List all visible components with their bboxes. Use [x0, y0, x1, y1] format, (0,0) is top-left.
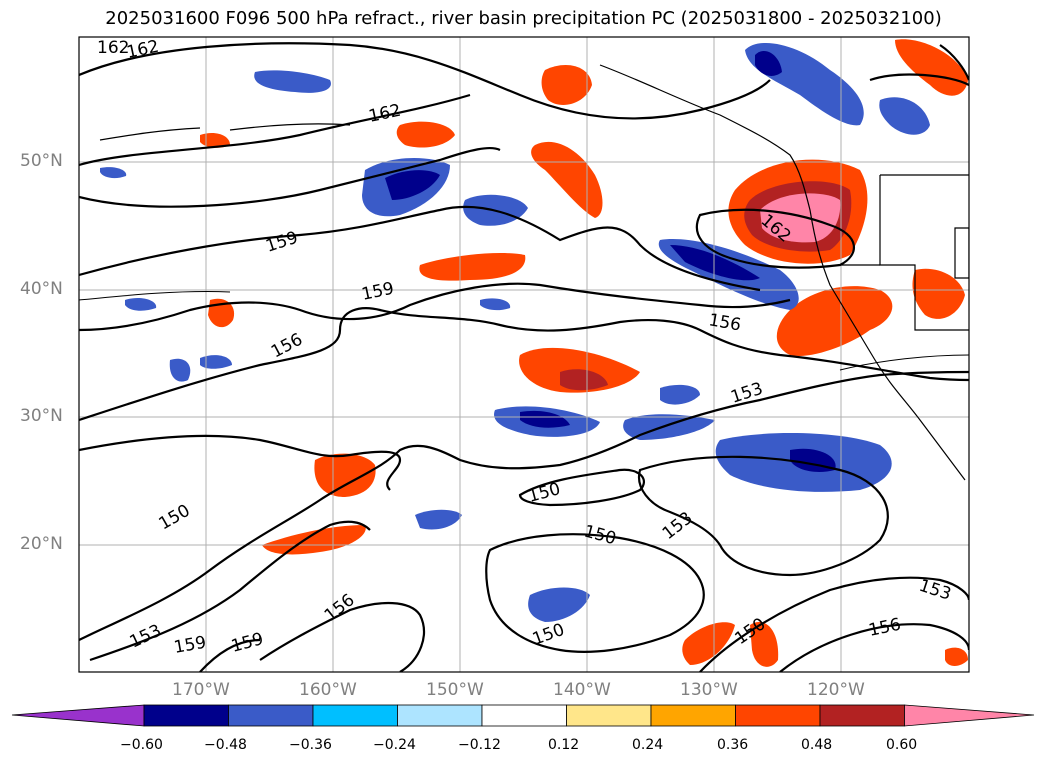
contour-label: 150	[526, 479, 563, 507]
contour-label: 159	[229, 629, 266, 657]
colorbar-segment	[735, 704, 821, 727]
lon-label: 130°W	[680, 680, 738, 700]
colorbar-segment	[650, 704, 736, 727]
contour-label: 150	[530, 620, 567, 650]
graticule	[79, 37, 969, 672]
lon-label: 120°W	[807, 680, 865, 700]
contour-label: 159	[263, 228, 300, 257]
colorbar-segment	[11, 704, 145, 727]
contour-label: 162	[125, 37, 161, 63]
contour-label: 156	[707, 310, 742, 335]
contour-label: 162	[367, 101, 403, 127]
contour-label: 153	[127, 621, 165, 653]
lat-label: 30°N	[20, 406, 63, 426]
colorbar-tick: −0.24	[373, 737, 416, 753]
contour-label: 153	[659, 508, 697, 544]
colorbar-segment	[312, 704, 398, 727]
lat-label: 50°N	[20, 151, 63, 171]
colorbar-tick: 0.36	[717, 737, 749, 753]
colorbar-tick: −0.36	[289, 737, 332, 753]
colorbar-segment	[481, 704, 567, 727]
contour-label: 150	[156, 501, 194, 535]
colorbar-tick: −0.60	[120, 737, 163, 753]
colorbar-segment	[228, 704, 314, 727]
contour-label: 153	[916, 576, 953, 605]
colorbar-tick: 0.60	[886, 737, 918, 753]
colorbar	[11, 704, 1035, 727]
colorbar-tick: −0.48	[204, 737, 247, 753]
coastlines	[99, 64, 969, 481]
refractivity-contours	[79, 42, 969, 672]
lat-label: 20°N	[20, 534, 63, 554]
colorbar-tick: 0.48	[801, 737, 833, 753]
map-title: 2025031600 F096 500 hPa refract., river …	[105, 8, 942, 29]
contour-label: 159	[172, 633, 207, 658]
colorbar-segment	[397, 704, 483, 727]
lon-label: 160°W	[299, 680, 357, 700]
contour-label: 162	[97, 38, 129, 58]
lon-label: 170°W	[172, 680, 230, 700]
colorbar-segment	[819, 704, 905, 727]
contour-label: 156	[867, 615, 903, 641]
map-frame	[78, 36, 970, 673]
colorbar-tick: −0.12	[458, 737, 501, 753]
colorbar-segment	[904, 704, 1035, 727]
lat-label: 40°N	[20, 279, 63, 299]
colorbar-tick: 0.12	[548, 737, 580, 753]
colorbar-segment	[566, 704, 652, 727]
contour-label: 159	[360, 279, 396, 305]
thin-contours	[79, 291, 969, 371]
contour-label: 153	[728, 379, 765, 408]
lon-label: 140°W	[553, 680, 611, 700]
lon-label: 150°W	[426, 680, 484, 700]
colorbar-tick: 0.24	[632, 737, 664, 753]
precipitation-fields	[100, 39, 968, 667]
colorbar-segment	[143, 704, 229, 727]
contour-label: 156	[321, 590, 359, 626]
